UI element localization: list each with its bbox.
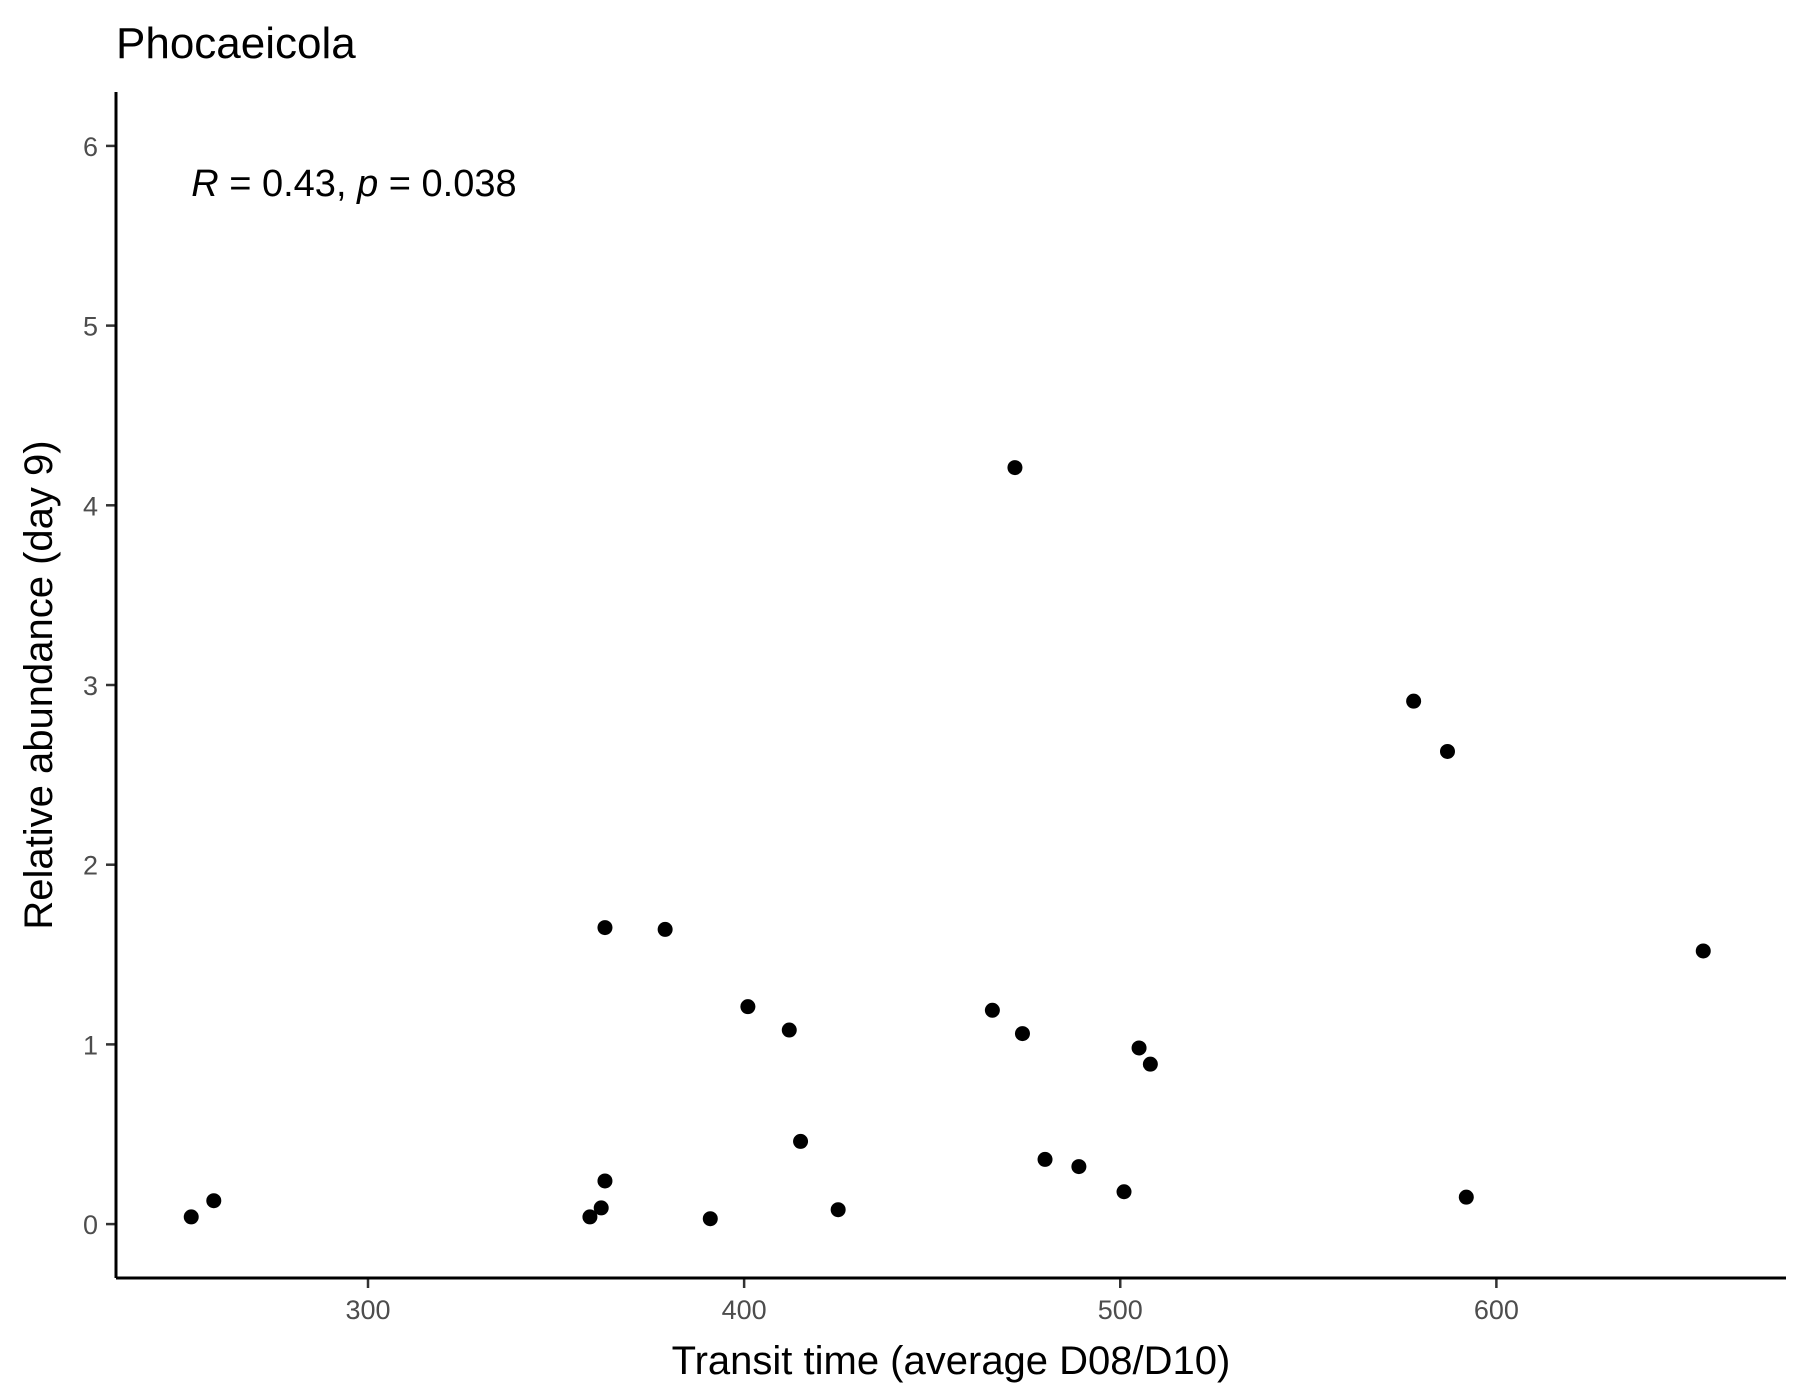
data-point [1406,693,1422,709]
r-symbol: R [191,163,218,205]
y-tick-label: 4 [83,491,98,521]
p-symbol: p [356,163,378,205]
data-point [657,921,673,937]
data-point [1037,1151,1053,1167]
data-point [1116,1184,1132,1200]
data-point [1007,460,1023,476]
y-tick-label: 0 [83,1210,98,1240]
data-point [830,1202,846,1218]
chart-title: Phocaeicola [116,19,356,68]
data-point [984,1002,1000,1018]
data-point [1131,1040,1147,1056]
data-point [1695,943,1711,959]
y-tick-label: 6 [83,132,98,162]
y-tick-label: 3 [83,671,98,701]
y-tick-label: 5 [83,312,98,342]
p-value: = 0.038 [378,163,516,205]
data-point [206,1193,222,1209]
data-point [793,1133,809,1149]
data-point [702,1211,718,1227]
data-point [1458,1189,1474,1205]
data-point [597,920,613,936]
x-axis-title: Transit time (average D08/D10) [672,1339,1231,1383]
x-tick-label: 600 [1474,1295,1519,1325]
data-point [183,1209,199,1225]
data-point [593,1200,609,1216]
x-tick-label: 400 [722,1295,767,1325]
y-tick-label: 2 [83,851,98,881]
data-point [1142,1056,1158,1072]
r-value: = 0.43, [219,163,357,205]
data-point [582,1209,598,1225]
y-tick-label: 1 [83,1030,98,1060]
data-point [740,999,756,1015]
y-axis-title: Relative abundance (day 9) [17,440,61,929]
data-point [1014,1026,1030,1042]
data-point [1439,743,1455,759]
data-point [781,1022,797,1038]
x-axis-ticks: 300 400 500 600 [345,1278,1519,1325]
correlation-annotation: R = 0.43, p = 0.038 [191,163,516,205]
x-tick-label: 300 [345,1295,390,1325]
data-points [183,460,1711,1227]
data-point [597,1173,613,1189]
data-point [1071,1159,1087,1175]
x-tick-label: 500 [1098,1295,1143,1325]
y-axis-ticks: 0 1 2 3 4 5 6 [83,132,116,1240]
